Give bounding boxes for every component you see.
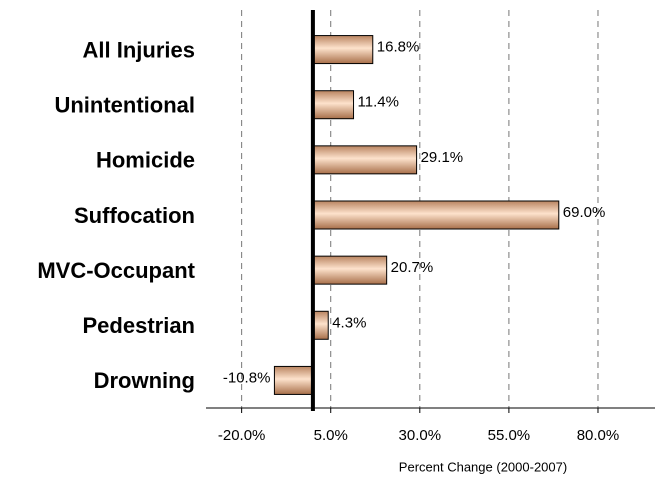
bar (312, 145, 418, 175)
value-label: -10.8% (223, 369, 271, 386)
x-tick-label: 80.0% (577, 427, 620, 444)
category-label: All Injuries (83, 37, 195, 62)
category-label: Pedestrian (83, 313, 196, 338)
category-label: Unintentional (54, 93, 195, 118)
category-label: Homicide (96, 148, 195, 173)
axis-title: Percent Change (2000-2007) (399, 459, 567, 474)
category-label: Drowning (94, 368, 195, 393)
bar (312, 200, 560, 230)
category-label: Suffocation (74, 203, 195, 228)
bar (312, 310, 329, 340)
x-tick-label: -20.0% (218, 427, 266, 444)
value-label: 16.8% (377, 39, 420, 56)
x-tick-label: 5.0% (314, 427, 348, 444)
value-label: 11.4% (358, 94, 399, 111)
value-label: 4.3% (332, 314, 366, 331)
value-label: 29.1% (421, 149, 464, 166)
bar (312, 255, 388, 285)
value-label: 20.7% (391, 259, 434, 276)
category-label: MVC-Occupant (37, 258, 195, 283)
x-tick-label: 30.0% (399, 427, 442, 444)
bar (312, 90, 355, 120)
x-tick-label: 55.0% (488, 427, 531, 444)
bar (312, 35, 374, 65)
value-label: 69.0% (563, 204, 606, 221)
bar (273, 365, 314, 395)
